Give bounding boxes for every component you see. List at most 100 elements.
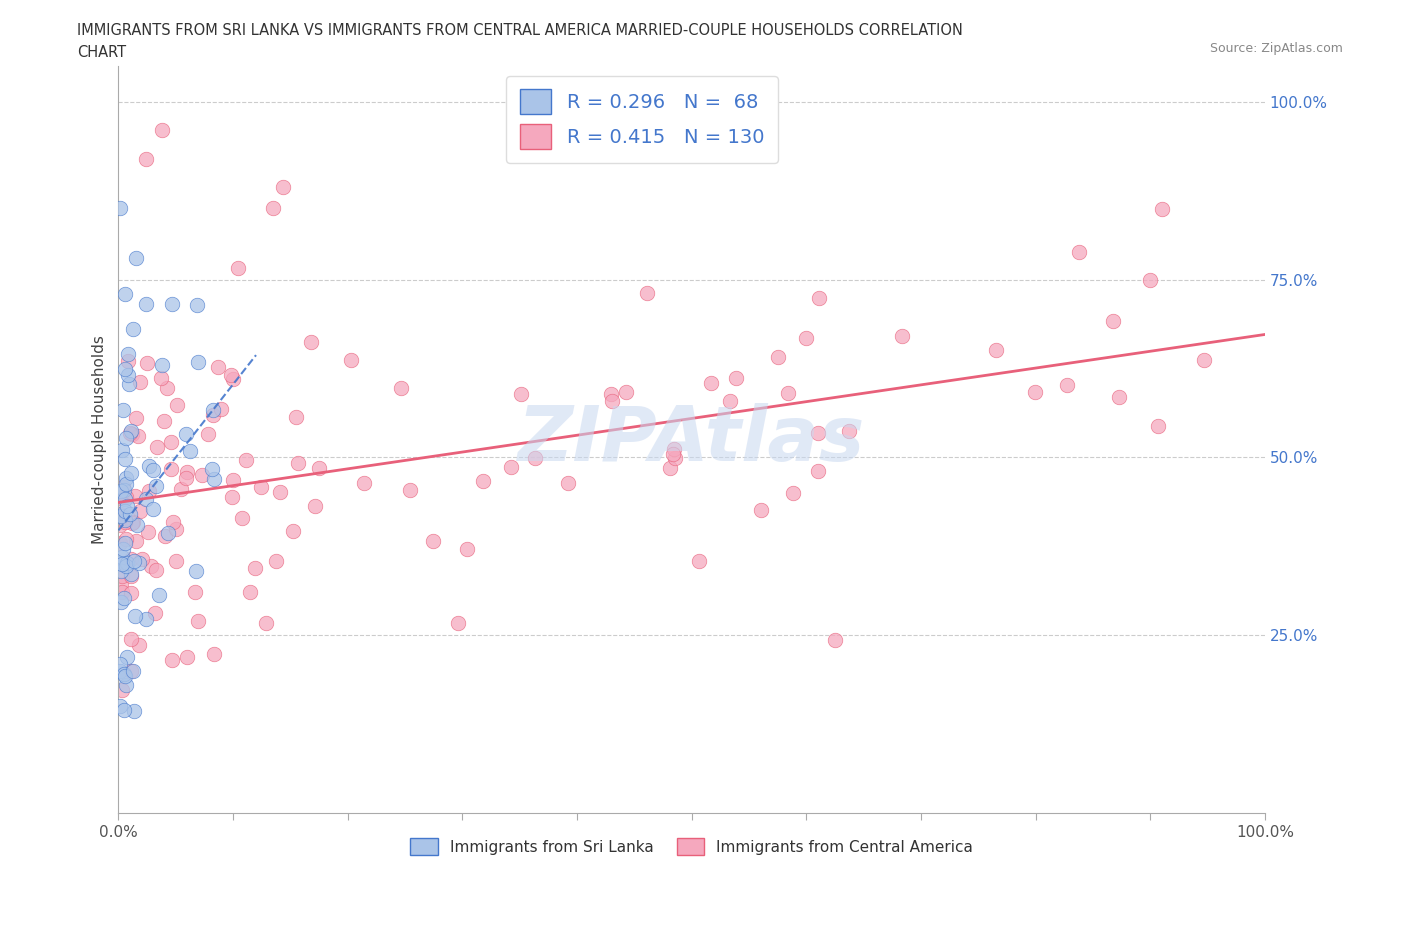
Point	[122, 664, 145, 679]
Point	[117, 367, 139, 382]
Point	[264, 554, 287, 569]
Point	[1108, 390, 1130, 405]
Text: Source: ZipAtlas.com: Source: ZipAtlas.com	[1209, 42, 1343, 55]
Point	[209, 402, 232, 417]
Point	[138, 458, 160, 473]
Point	[782, 485, 804, 500]
Point	[187, 355, 209, 370]
Point	[766, 350, 789, 365]
Point	[184, 564, 207, 578]
Point	[661, 446, 683, 461]
Point	[118, 425, 141, 440]
Point	[155, 528, 177, 543]
Point	[108, 507, 131, 522]
Point	[186, 298, 208, 312]
Point	[121, 427, 143, 442]
Point	[114, 512, 136, 527]
Point	[115, 678, 138, 693]
Point	[124, 703, 146, 718]
Point	[112, 702, 135, 717]
Point	[108, 556, 131, 571]
Point	[688, 554, 710, 569]
Point	[150, 123, 173, 138]
Point	[117, 649, 139, 664]
Point	[135, 491, 157, 506]
Point	[135, 612, 157, 627]
Point	[501, 459, 523, 474]
Point	[142, 462, 165, 477]
Point	[269, 485, 291, 499]
Point	[108, 201, 131, 216]
Point	[110, 509, 132, 524]
Point	[176, 471, 198, 485]
Point	[170, 482, 193, 497]
Point	[120, 568, 142, 583]
Point	[422, 533, 444, 548]
Point	[308, 461, 330, 476]
Point	[159, 435, 181, 450]
Point	[111, 443, 134, 458]
Point	[1139, 272, 1161, 287]
Point	[353, 475, 375, 490]
Point	[114, 286, 136, 301]
Point	[108, 518, 131, 533]
Point	[1101, 314, 1123, 329]
Point	[114, 452, 136, 467]
Point	[262, 201, 284, 216]
Point	[285, 409, 308, 424]
Point	[112, 667, 135, 682]
Point	[778, 386, 800, 401]
Point	[156, 380, 179, 395]
Point	[984, 343, 1007, 358]
Point	[139, 559, 162, 574]
Point	[112, 591, 135, 605]
Point	[162, 514, 184, 529]
Point	[238, 585, 260, 600]
Point	[110, 594, 132, 609]
Point	[1067, 245, 1090, 259]
Point	[115, 471, 138, 485]
Point	[120, 466, 142, 481]
Point	[135, 152, 157, 166]
Point	[114, 492, 136, 507]
Point	[122, 553, 145, 568]
Point	[699, 376, 721, 391]
Point	[114, 504, 136, 519]
Point	[725, 370, 748, 385]
Point	[219, 367, 242, 382]
Point	[824, 632, 846, 647]
Point	[659, 460, 682, 475]
Point	[120, 551, 142, 566]
Point	[125, 534, 148, 549]
Point	[135, 355, 157, 370]
Point	[112, 542, 135, 557]
Point	[1146, 418, 1168, 433]
Point	[108, 536, 131, 551]
Point	[456, 541, 478, 556]
Point	[138, 525, 160, 539]
Y-axis label: Married-couple Households: Married-couple Households	[93, 335, 107, 544]
Point	[156, 525, 179, 540]
Point	[614, 385, 637, 400]
Point	[510, 387, 533, 402]
Point	[807, 290, 830, 305]
Text: CHART: CHART	[77, 45, 127, 60]
Point	[108, 664, 131, 679]
Point	[115, 532, 138, 547]
Point	[111, 550, 134, 565]
Point	[197, 427, 219, 442]
Point	[304, 498, 326, 513]
Point	[127, 518, 149, 533]
Point	[176, 649, 198, 664]
Point	[201, 461, 224, 476]
Point	[125, 411, 148, 426]
Point	[179, 444, 201, 458]
Point	[108, 699, 131, 714]
Point	[128, 503, 150, 518]
Point	[160, 653, 183, 668]
Point	[112, 479, 135, 494]
Point	[202, 646, 225, 661]
Point	[122, 322, 145, 337]
Point	[222, 472, 245, 487]
Point	[600, 393, 623, 408]
